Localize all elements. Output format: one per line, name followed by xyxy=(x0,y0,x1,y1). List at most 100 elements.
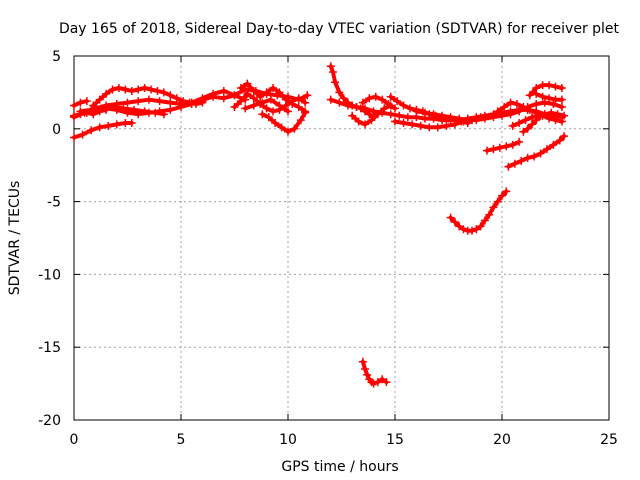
x-axis-label: GPS time / hours xyxy=(281,459,398,475)
data-point xyxy=(241,104,250,113)
data-point xyxy=(502,187,511,196)
data-point xyxy=(262,88,271,97)
data-point xyxy=(294,102,303,111)
data-point xyxy=(446,113,455,122)
axis-tick-labels: 0 5 10 15 20 25 -20 -15 -10 -5 0 5 xyxy=(38,49,618,448)
data-point xyxy=(532,100,541,109)
series-s24 xyxy=(532,89,566,104)
data-point xyxy=(523,124,532,133)
data-point xyxy=(555,136,564,145)
data-point xyxy=(502,142,511,151)
x-tick-label: 25 xyxy=(600,432,618,448)
data-point xyxy=(530,152,539,161)
data-point xyxy=(87,126,96,135)
data-point xyxy=(391,117,399,126)
data-point xyxy=(187,98,196,107)
data-point xyxy=(76,98,85,107)
data-point xyxy=(114,84,123,93)
data-point xyxy=(459,225,468,234)
data-point xyxy=(269,84,278,93)
data-point xyxy=(230,91,239,100)
data-point xyxy=(523,153,532,162)
data-point xyxy=(504,162,513,171)
series-s03 xyxy=(70,118,136,142)
data-point xyxy=(335,98,344,107)
data-point xyxy=(536,111,545,120)
data-point xyxy=(519,102,528,111)
data-point xyxy=(87,105,96,114)
data-point xyxy=(560,111,569,120)
data-point xyxy=(301,98,310,107)
data-point xyxy=(275,88,284,97)
data-point xyxy=(455,114,464,123)
data-point xyxy=(557,84,566,93)
data-point xyxy=(121,85,130,94)
data-point xyxy=(134,85,143,94)
data-point xyxy=(500,102,509,111)
y-tick-label: -15 xyxy=(38,340,61,356)
data-point xyxy=(256,92,265,101)
data-point xyxy=(386,92,395,101)
data-point xyxy=(140,107,149,116)
data-point xyxy=(371,92,380,101)
data-point xyxy=(369,107,378,116)
data-point xyxy=(326,95,335,104)
data-point xyxy=(172,94,181,103)
data-point xyxy=(358,98,367,107)
data-point xyxy=(468,226,477,235)
chart-title: Day 165 of 2018, Sidereal Day-to-day VTE… xyxy=(59,21,620,37)
data-point xyxy=(367,116,376,125)
data-point xyxy=(236,97,245,106)
data-point xyxy=(506,98,515,107)
data-point xyxy=(153,86,162,95)
data-point xyxy=(249,101,258,110)
data-point xyxy=(403,113,412,122)
data-point xyxy=(76,107,85,116)
series-s16 xyxy=(358,92,399,113)
data-point xyxy=(455,222,464,231)
data-point xyxy=(155,97,164,106)
data-point xyxy=(395,111,404,120)
series-s27 xyxy=(446,187,511,235)
data-point xyxy=(433,123,442,132)
data-point xyxy=(545,81,554,90)
data-point xyxy=(549,100,558,109)
series-s02 xyxy=(70,97,91,110)
data-point xyxy=(219,94,228,103)
data-point xyxy=(538,92,547,101)
axis-ticks xyxy=(73,55,610,421)
data-point xyxy=(339,94,348,103)
data-point xyxy=(236,84,245,93)
data-point xyxy=(198,95,207,104)
data-point xyxy=(547,108,556,117)
series-s26 xyxy=(504,132,569,171)
data-point xyxy=(354,117,363,126)
data-point xyxy=(258,110,267,119)
data-point xyxy=(425,123,434,132)
x-tick-label: 15 xyxy=(386,432,404,448)
data-point xyxy=(361,120,370,129)
data-point xyxy=(527,113,536,122)
data-point xyxy=(140,84,149,93)
data-point xyxy=(510,159,519,168)
data-point xyxy=(551,116,560,125)
data-point xyxy=(108,85,117,94)
data-point xyxy=(288,100,297,109)
data-point xyxy=(104,121,113,130)
data-point xyxy=(230,102,239,111)
data-point xyxy=(545,114,554,123)
data-point xyxy=(542,145,551,154)
data-point xyxy=(498,191,506,200)
data-point xyxy=(532,89,541,98)
data-point xyxy=(95,123,104,132)
data-point xyxy=(264,113,273,122)
data-point xyxy=(560,132,569,141)
series-s12 xyxy=(241,95,292,116)
data-point xyxy=(380,104,389,113)
data-point xyxy=(508,140,517,149)
data-point xyxy=(489,113,498,122)
data-point xyxy=(144,95,153,104)
data-point xyxy=(512,100,521,109)
data-point xyxy=(442,121,451,130)
data-point xyxy=(331,78,340,87)
